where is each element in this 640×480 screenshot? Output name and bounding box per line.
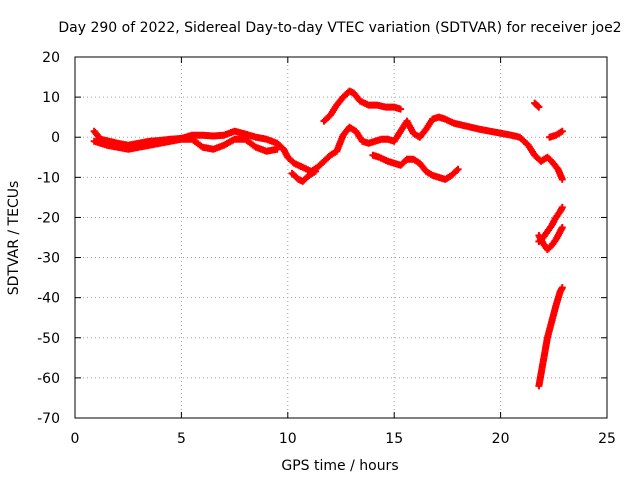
series-track-lower	[90, 135, 281, 155]
x-tick-label: 15	[385, 431, 403, 447]
series-track-fall-b	[535, 223, 566, 254]
data-point	[534, 102, 542, 110]
y-tick-label: -50	[37, 331, 60, 347]
x-tick-label: 0	[71, 431, 80, 447]
plot-border	[74, 56, 608, 419]
chart-title: Day 290 of 2022, Sidereal Day-to-day VTE…	[58, 20, 621, 36]
data-point	[558, 203, 566, 211]
data-point	[558, 284, 566, 292]
y-tick-label: -20	[37, 210, 60, 226]
data-point	[558, 175, 566, 183]
series-track-mid-dip	[369, 151, 462, 183]
series-track-spike-top	[531, 99, 543, 111]
y-tick-label: -10	[37, 170, 60, 186]
data-point	[558, 127, 566, 135]
x-tick-label: 5	[177, 431, 186, 447]
y-tick-label: -70	[37, 411, 60, 427]
plot-frame	[74, 56, 608, 419]
data-point	[558, 223, 566, 231]
data-series	[90, 87, 566, 390]
data-point	[273, 145, 281, 153]
data-point	[311, 167, 319, 175]
y-tick-label: 20	[42, 50, 60, 66]
y-tick-label: 10	[42, 90, 60, 106]
series-track-upper-arc	[320, 87, 405, 125]
data-point	[454, 165, 462, 173]
x-tick-label: 10	[279, 431, 297, 447]
data-point	[535, 103, 543, 111]
x-tick-label: 20	[492, 431, 510, 447]
grid-lines	[75, 57, 607, 418]
data-point	[453, 167, 461, 175]
y-axis-label: SDTVAR / TECUs	[6, 181, 22, 296]
series-track-main	[90, 113, 566, 183]
series-track-fall-c	[535, 284, 566, 390]
data-point	[397, 105, 405, 113]
series-track-dip	[288, 167, 319, 185]
y-tick-label: -40	[37, 291, 60, 307]
y-tick-label: 0	[51, 130, 60, 146]
x-axis-label: GPS time / hours	[281, 458, 398, 474]
y-tick-label: -60	[37, 371, 60, 387]
y-tick-label: -30	[37, 251, 60, 267]
series-track-upper-right	[546, 127, 566, 141]
x-tick-label: 25	[598, 431, 616, 447]
y-axis-ticks: -70 -60 -50 -40 -30 -20 -10 0 10 20	[37, 50, 607, 427]
x-axis-ticks: 0 5 10 15 20 25	[71, 57, 616, 447]
